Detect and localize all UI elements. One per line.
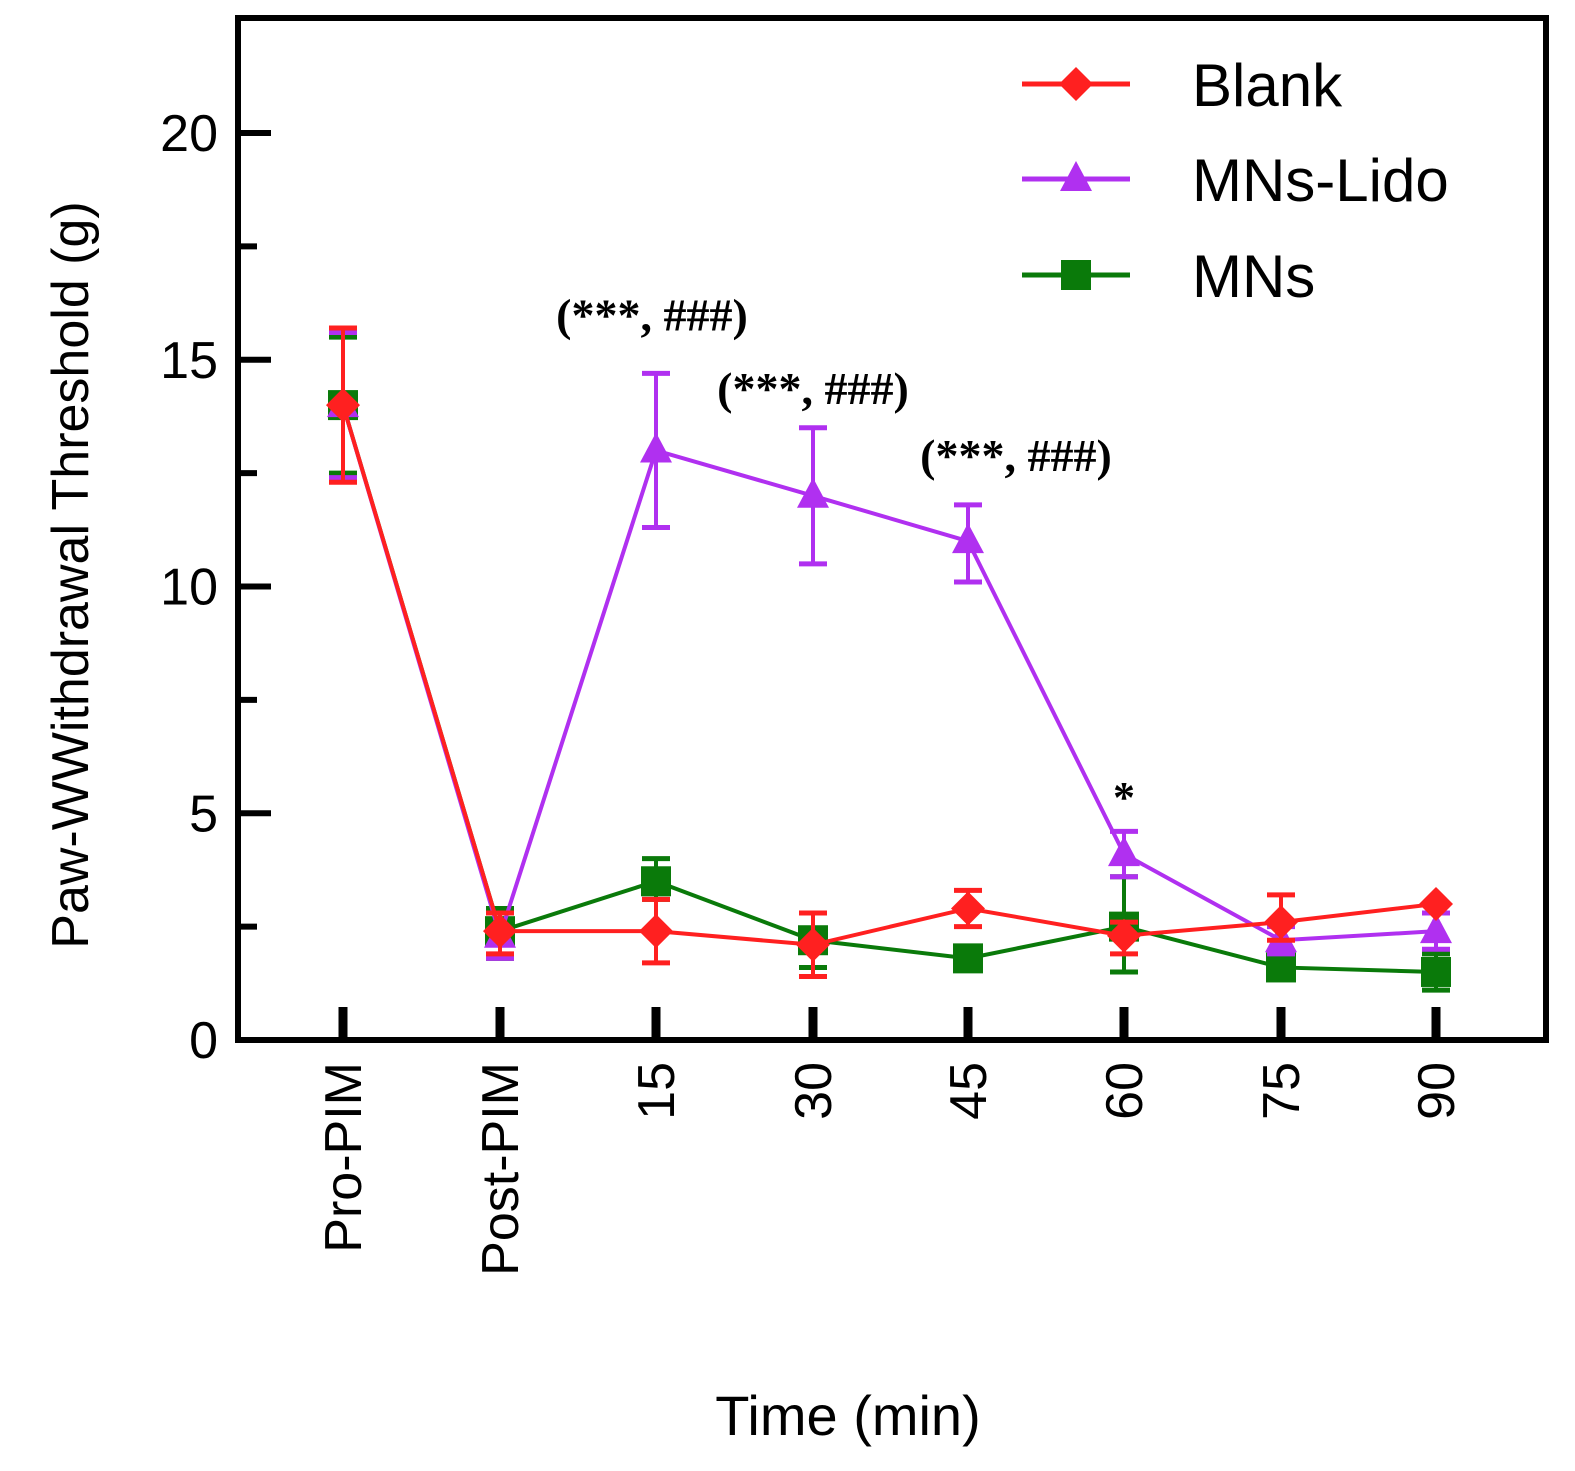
y-tick-label: 15 (160, 332, 218, 390)
legend-item-blank: Blank (1022, 52, 1343, 119)
data-point-diamond (639, 914, 673, 949)
data-point-square (1266, 952, 1296, 983)
data-point-diamond (1264, 905, 1298, 940)
x-tick-label: 30 (785, 1062, 843, 1120)
series-mns-lido (327, 330, 1452, 961)
data-point-diamond (483, 914, 517, 949)
data-point-diamond (1107, 918, 1141, 953)
data-point-square (641, 866, 671, 897)
y-tick-label: 0 (189, 1012, 218, 1070)
data-point-diamond (951, 891, 985, 926)
x-tick-label: Pro-PIM (315, 1062, 373, 1253)
data-point-square (1421, 956, 1451, 987)
data-point-triangle (1420, 913, 1452, 944)
data-point-square (953, 943, 983, 974)
y-axis-label: Paw-WWithdrawal Threshold (g) (42, 201, 100, 948)
y-tick-label: 10 (160, 559, 218, 617)
significance-annotation: (***, ###) (556, 289, 748, 340)
plot-frame (235, 15, 1549, 1043)
legend-label: MNs (1192, 243, 1315, 310)
data-point-triangle (1060, 161, 1092, 191)
data-point-diamond (326, 388, 360, 423)
data-point-triangle (640, 432, 672, 463)
legend-item-mns-lido: MNs-Lido (1022, 147, 1449, 214)
x-axis-label: Time (min) (715, 1384, 980, 1447)
series-line (341, 404, 1437, 947)
data-point-diamond (796, 927, 830, 962)
data-point-triangle (797, 477, 829, 508)
legend-item-mns: MNs (1022, 243, 1315, 310)
significance-annotation: (***, ###) (717, 363, 909, 414)
series-line (341, 404, 1437, 974)
series-blank (326, 325, 1453, 980)
x-tick-label: Post-PIM (472, 1062, 530, 1276)
legend-label: MNs-Lido (1192, 147, 1449, 214)
y-axis: 0 5 10 15 20 (160, 105, 271, 1070)
x-axis: Pro-PIM Post-PIM 15 30 45 60 75 90 (315, 1007, 1466, 1276)
legend: Blank MNs-Lido MNs (1022, 52, 1449, 310)
data-point-triangle (952, 523, 984, 554)
series-layer (326, 325, 1453, 993)
legend-label: Blank (1192, 52, 1343, 119)
data-point-square (1061, 260, 1091, 290)
data-point-diamond (1419, 886, 1453, 921)
data-point-diamond (1059, 67, 1093, 101)
x-tick-label: 15 (628, 1062, 686, 1120)
data-point-triangle (1108, 836, 1140, 867)
x-tick-label: 45 (940, 1062, 998, 1120)
significance-annotation: * (1113, 773, 1135, 822)
x-tick-label: 90 (1408, 1062, 1466, 1120)
y-tick-label: 20 (160, 105, 218, 163)
annotation-layer: (***, ###)(***, ###)(***, ###)* (556, 289, 1135, 822)
series-mns (328, 334, 1451, 993)
series-line (341, 404, 1437, 943)
y-tick-label: 5 (189, 785, 218, 843)
x-tick-label: 75 (1253, 1062, 1311, 1120)
x-tick-label: 60 (1096, 1062, 1154, 1120)
significance-annotation: (***, ###) (920, 430, 1112, 481)
